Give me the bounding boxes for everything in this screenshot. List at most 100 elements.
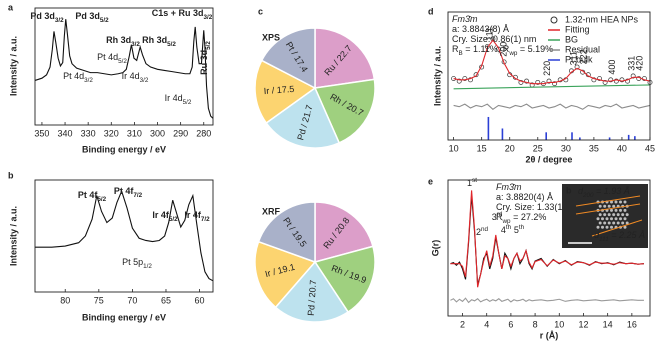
- figure: 350340330320310300290280Binding energy /…: [0, 0, 657, 345]
- info-text: a: 3.8843(8) Å: [452, 24, 509, 34]
- peak-label: 420: [634, 56, 644, 71]
- pie-title: XRF: [262, 206, 281, 216]
- x-tick-label: 300: [150, 128, 165, 138]
- atom: [601, 226, 604, 229]
- annotation-sub: 7/2: [133, 192, 142, 199]
- atom: [610, 209, 613, 212]
- atom: [610, 217, 613, 220]
- x-tick-label: 350: [34, 128, 49, 138]
- x-axis-label: r (Å): [540, 330, 559, 340]
- x-tick-label: 14: [603, 319, 613, 329]
- x-tick-label: 45: [645, 143, 655, 153]
- legend-label: BG: [565, 34, 578, 44]
- page: 350340330320310300290280Binding energy /…: [0, 0, 657, 345]
- atom: [619, 209, 622, 212]
- atom: [624, 201, 627, 204]
- x-axis-label: Binding energy / eV: [82, 312, 166, 322]
- y-axis-label: G(r): [430, 240, 440, 257]
- atom: [606, 217, 609, 220]
- atom: [626, 213, 629, 216]
- legend-label: Residual: [565, 44, 600, 54]
- atom: [624, 209, 627, 212]
- atom: [601, 217, 604, 220]
- x-tick-label: 340: [58, 128, 73, 138]
- annotation-sub: 3/2: [131, 41, 140, 48]
- x-tick-label: 2: [460, 319, 465, 329]
- x-tick-label: 75: [94, 295, 104, 305]
- x-tick-label: 70: [127, 295, 137, 305]
- atom: [612, 205, 615, 208]
- x-tick-label: 25: [533, 143, 543, 153]
- annotation-sup: th: [519, 224, 525, 231]
- annotation-sub: 5/2: [167, 41, 176, 48]
- annotation-part: Ir 4d: [165, 93, 183, 103]
- annotation-sub: 5/2: [100, 17, 109, 24]
- y-axis-label: Intensity / a.u.: [8, 36, 18, 96]
- atom: [603, 205, 606, 208]
- atom: [599, 222, 602, 225]
- peak-label: 220: [542, 61, 552, 76]
- annotation-part: Rh 3d: [142, 35, 167, 45]
- legend-label: Pt bulk: [565, 54, 593, 64]
- atom: [599, 205, 602, 208]
- annotation-sub: 1/2: [143, 263, 152, 270]
- x-axis-label: 2θ / degree: [526, 154, 573, 164]
- atom: [599, 213, 602, 216]
- atom: [619, 217, 622, 220]
- atom: [610, 226, 613, 229]
- atom: [617, 222, 620, 225]
- x-tick-label: 40: [617, 143, 627, 153]
- info-text-part: Fm3̄m: [452, 14, 478, 24]
- x-tick-label: 320: [104, 128, 119, 138]
- atom: [603, 222, 606, 225]
- info-text: a: 3.8820(4) Å: [496, 192, 553, 202]
- panel-letter: c: [258, 6, 263, 16]
- annotation-sub: 3/2: [84, 77, 93, 84]
- annotation-part: Pt 4f: [78, 190, 99, 200]
- x-tick-label: 12: [578, 319, 588, 329]
- info-text: Fm3̄m: [452, 14, 478, 24]
- atom: [608, 205, 611, 208]
- x-tick-label: 290: [173, 128, 188, 138]
- x-tick-label: 15: [477, 143, 487, 153]
- atom: [612, 213, 615, 216]
- info-text-part: = 5.19%: [517, 44, 553, 54]
- legend-label: 1.32-nm HEA NPs: [565, 14, 639, 24]
- peak-label: 111: [484, 27, 494, 41]
- annotation-part: Ru 3d: [199, 50, 209, 75]
- x-tick-label: 30: [561, 143, 571, 153]
- atom: [617, 213, 620, 216]
- annotation-part: C1s + Ru 3d: [152, 8, 204, 18]
- info-text: Fm3̄m: [496, 182, 522, 192]
- annotation-sub: 7/2: [201, 216, 210, 223]
- x-axis-label: Binding energy / eV: [82, 144, 166, 154]
- annotation-part: Pt 4f: [114, 186, 135, 196]
- annotation-sub: 3/2: [204, 14, 213, 21]
- y-axis-label: Intensity / a.u.: [432, 46, 442, 106]
- x-tick-label: 60: [195, 295, 205, 305]
- panel-letter: b: [8, 170, 14, 180]
- atom: [615, 217, 618, 220]
- x-tick-label: 8: [533, 319, 538, 329]
- peak-label: 400: [607, 60, 617, 75]
- legend-label: Fitting: [565, 24, 590, 34]
- annotation-sub: 5/2: [97, 196, 106, 203]
- inset-text-sub: 200: [582, 192, 594, 199]
- annotation-sub: 5/2: [183, 99, 192, 106]
- peak-label: 200: [498, 42, 508, 57]
- x-tick-label: 65: [161, 295, 171, 305]
- x-tick-label: 10: [449, 143, 459, 153]
- atom: [619, 201, 622, 204]
- atom: [597, 226, 600, 229]
- x-tick-label: 4: [484, 319, 489, 329]
- atom: [597, 217, 600, 220]
- x-tick-label: 35: [589, 143, 599, 153]
- info-text-part: Fm3̄m: [496, 182, 522, 192]
- atom: [615, 209, 618, 212]
- annotation-sub: 3/2: [55, 17, 64, 24]
- inset-letter: b: [566, 185, 572, 195]
- inset-text-sub: 111: [599, 236, 609, 243]
- atom: [606, 226, 609, 229]
- annotation-part: Pt 4d: [63, 71, 84, 81]
- atom: [608, 213, 611, 216]
